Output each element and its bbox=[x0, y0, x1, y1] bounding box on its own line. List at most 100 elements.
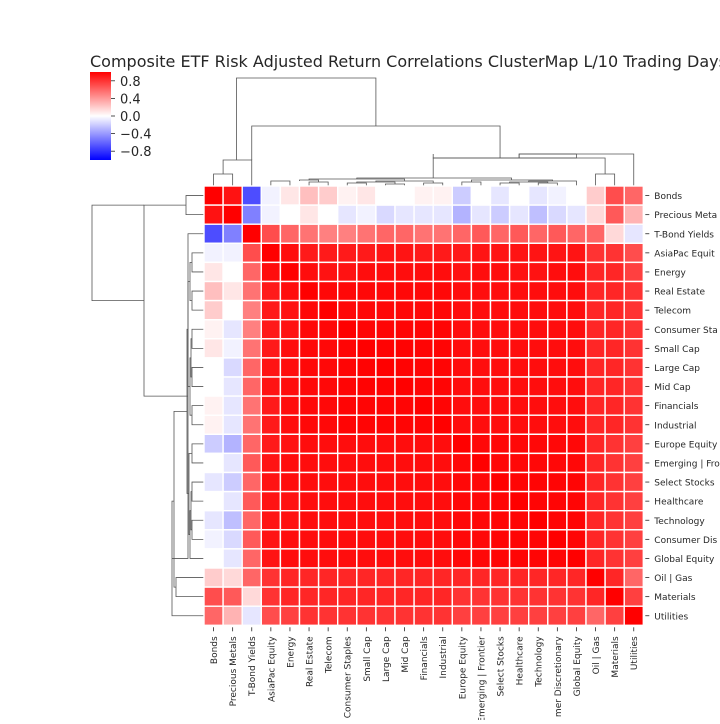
heatmap-cell bbox=[394, 433, 415, 455]
heatmap-cell bbox=[566, 567, 587, 588]
heatmap-cell bbox=[451, 490, 473, 512]
heatmap-cell bbox=[356, 319, 377, 340]
heatmap-cell bbox=[298, 185, 320, 206]
heatmap-cell bbox=[623, 376, 645, 397]
heatmap-cell bbox=[375, 529, 396, 550]
row-label-financials: Financials bbox=[654, 402, 698, 412]
heatmap-cell bbox=[413, 357, 434, 378]
dendrogram-link bbox=[595, 173, 616, 186]
heatmap-cell bbox=[547, 319, 568, 340]
heatmap-cell bbox=[566, 242, 587, 264]
heatmap-cell bbox=[547, 280, 568, 302]
heatmap-cell bbox=[432, 299, 454, 321]
heatmap-cell bbox=[241, 548, 262, 569]
heatmap-cell bbox=[489, 376, 511, 397]
dendrogram-link bbox=[185, 195, 204, 216]
heatmap-cell bbox=[604, 280, 625, 302]
heatmap-cell bbox=[260, 490, 282, 512]
heatmap-cell bbox=[508, 471, 530, 493]
heatmap-cell bbox=[203, 261, 224, 283]
column-label-t-bond-yields: T-Bond Yields bbox=[248, 636, 258, 697]
heatmap-cell bbox=[241, 433, 262, 455]
dendrogram-link bbox=[188, 452, 192, 535]
heatmap-cell bbox=[241, 338, 262, 359]
heatmap-cell bbox=[470, 510, 492, 531]
heatmap-cell bbox=[413, 567, 434, 588]
column-label-utilities: Utilities bbox=[630, 636, 640, 670]
heatmap-cell bbox=[508, 376, 530, 397]
heatmap-cell bbox=[375, 452, 396, 474]
heatmap-cell bbox=[604, 471, 625, 493]
heatmap-cell bbox=[394, 223, 415, 244]
heatmap-cell bbox=[528, 357, 549, 378]
dendrogram-link bbox=[191, 405, 204, 426]
heatmap-cell bbox=[298, 414, 320, 436]
heatmap-cell bbox=[203, 529, 224, 550]
column-label-emerging-frontier: Emerging | Frontier bbox=[477, 636, 487, 720]
column-label-select-stocks: Select Stocks bbox=[497, 636, 507, 697]
heatmap-cell bbox=[413, 395, 434, 416]
row-label-select-stocks: Select Stocks bbox=[654, 479, 715, 489]
heatmap-cell bbox=[375, 204, 396, 225]
heatmap-cell bbox=[241, 204, 262, 225]
heatmap-cell bbox=[317, 452, 339, 474]
heatmap-cell bbox=[585, 357, 606, 378]
row-label-asiapac-equit: AsiaPac Equit bbox=[654, 249, 715, 259]
heatmap-cell bbox=[508, 433, 530, 455]
heatmap-cell bbox=[489, 261, 511, 283]
heatmap-cell bbox=[528, 185, 549, 206]
heatmap-cell bbox=[279, 471, 301, 493]
row-dendrogram bbox=[91, 195, 204, 617]
row-label-industrial: Industrial bbox=[654, 421, 696, 431]
dendrogram-link bbox=[236, 77, 377, 160]
heatmap-cell bbox=[260, 223, 282, 244]
heatmap-cell bbox=[432, 185, 454, 206]
heatmap-cell bbox=[356, 452, 377, 474]
heatmap-cell bbox=[317, 376, 339, 397]
heatmap-cell bbox=[337, 452, 358, 474]
heatmap-cell bbox=[279, 261, 301, 283]
heatmap-cell bbox=[413, 204, 434, 225]
heatmap-cell bbox=[528, 376, 549, 397]
heatmap-cell bbox=[566, 452, 587, 474]
heatmap-cell bbox=[566, 299, 587, 321]
heatmap-cell bbox=[356, 414, 377, 436]
heatmap-cell bbox=[432, 338, 454, 359]
heatmap-cell bbox=[604, 319, 625, 340]
heatmap-cell bbox=[356, 529, 377, 550]
heatmap-cell bbox=[451, 338, 473, 359]
heatmap-cell bbox=[604, 185, 625, 206]
heatmap-cell bbox=[317, 242, 339, 264]
heatmap-cell bbox=[413, 605, 434, 627]
heatmap-cell bbox=[298, 242, 320, 264]
heatmap-cell bbox=[203, 395, 224, 416]
heatmap-cell bbox=[528, 452, 549, 474]
heatmap-cell bbox=[451, 204, 473, 225]
heatmap-cell bbox=[222, 223, 243, 244]
column-label-materials: Materials bbox=[611, 636, 621, 678]
heatmap-cell bbox=[489, 185, 511, 206]
heatmap-cell bbox=[432, 395, 454, 416]
heatmap-cell bbox=[470, 204, 492, 225]
heatmap-cell bbox=[508, 586, 530, 607]
heatmap-cell bbox=[222, 433, 243, 455]
heatmap-cell bbox=[508, 414, 530, 436]
dendrogram-link bbox=[175, 577, 204, 598]
heatmap-cell bbox=[432, 280, 454, 302]
heatmap-cell bbox=[241, 376, 262, 397]
heatmap-cell bbox=[547, 433, 568, 455]
heatmap-cell bbox=[241, 242, 262, 264]
heatmap-cell bbox=[432, 567, 454, 588]
heatmap-cell bbox=[547, 548, 568, 569]
heatmap-cell bbox=[241, 567, 262, 588]
heatmap-cell bbox=[623, 567, 645, 588]
heatmap-cell bbox=[203, 452, 224, 474]
heatmap-cell bbox=[489, 414, 511, 436]
heatmap-cell bbox=[413, 548, 434, 569]
heatmap-cell bbox=[528, 338, 549, 359]
heatmap-cell bbox=[337, 490, 358, 512]
heatmap-cell bbox=[470, 490, 492, 512]
heatmap-cell bbox=[260, 185, 282, 206]
column-label-healthcare: Healthcare bbox=[516, 636, 526, 686]
heatmap-cell bbox=[260, 204, 282, 225]
